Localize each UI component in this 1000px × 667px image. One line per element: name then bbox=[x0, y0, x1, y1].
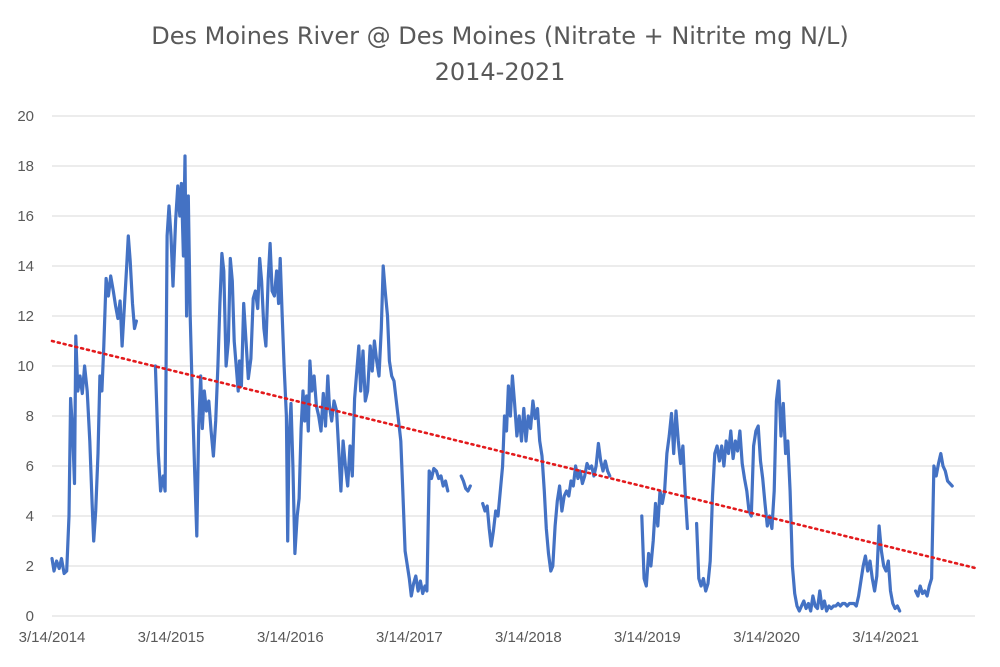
y-tick-label: 16 bbox=[17, 208, 34, 225]
x-tick-label: 3/14/2019 bbox=[614, 629, 681, 646]
x-tick-label: 3/14/2014 bbox=[19, 629, 86, 646]
x-tick-label: 3/14/2015 bbox=[138, 629, 205, 646]
y-tick-label: 18 bbox=[17, 158, 34, 175]
series-line bbox=[153, 154, 450, 598]
y-tick-label: 12 bbox=[17, 308, 34, 325]
x-tick-label: 3/14/2021 bbox=[852, 629, 919, 646]
series-line bbox=[481, 374, 612, 573]
y-tick-label: 0 bbox=[26, 608, 34, 625]
series-line bbox=[459, 474, 472, 493]
x-tick-label: 3/14/2020 bbox=[733, 629, 800, 646]
y-tick-label: 20 bbox=[17, 108, 34, 125]
x-tick-label: 3/14/2018 bbox=[495, 629, 562, 646]
series-line bbox=[695, 379, 902, 613]
y-tick-label: 14 bbox=[17, 258, 34, 275]
series-line bbox=[640, 409, 689, 588]
y-tick-label: 8 bbox=[26, 408, 34, 425]
chart-subtitle: 2014-2021 bbox=[434, 58, 566, 86]
series-line bbox=[50, 234, 138, 576]
x-tick-label: 3/14/2016 bbox=[257, 629, 324, 646]
y-tick-label: 6 bbox=[26, 458, 34, 475]
trendline bbox=[50, 339, 979, 570]
chart-title: Des Moines River @ Des Moines (Nitrate +… bbox=[151, 22, 849, 50]
y-tick-label: 4 bbox=[26, 508, 34, 525]
series-line bbox=[914, 451, 954, 598]
y-tick-label: 10 bbox=[17, 358, 34, 375]
x-tick-label: 3/14/2017 bbox=[376, 629, 443, 646]
y-tick-label: 2 bbox=[26, 558, 34, 575]
